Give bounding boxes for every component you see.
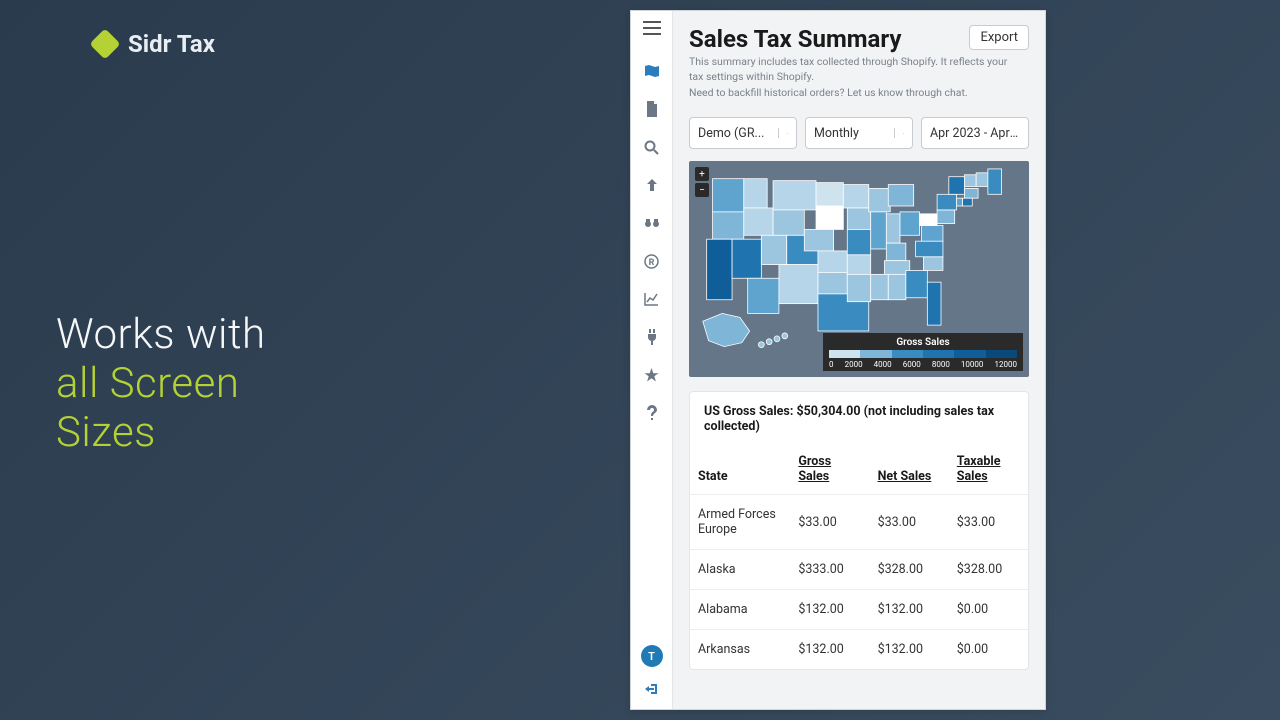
- question-icon[interactable]: [642, 403, 662, 423]
- side-rail: R T: [631, 11, 673, 709]
- page-title: Sales Tax Summary: [689, 25, 901, 53]
- app-mockup: R T Sales Tax Summary Export This summar…: [630, 10, 1046, 710]
- map-icon[interactable]: [642, 61, 662, 81]
- chart-icon[interactable]: [642, 289, 662, 309]
- binoculars-icon[interactable]: [642, 213, 662, 233]
- avatar[interactable]: T: [641, 645, 663, 667]
- table-row[interactable]: Alaska$333.00$328.00$328.00: [690, 550, 1028, 590]
- hamburger-icon[interactable]: [643, 21, 661, 35]
- col-taxable-sales[interactable]: Taxable Sales: [949, 444, 1028, 495]
- tagline-line-3: Sizes: [56, 408, 266, 457]
- table-card: US Gross Sales: $50,304.00 (not includin…: [689, 391, 1029, 670]
- plug-icon[interactable]: [642, 327, 662, 347]
- col-state: State: [690, 444, 790, 495]
- legend-title: Gross Sales: [829, 337, 1017, 348]
- sales-table: StateGross SalesNet SalesTaxable Sales A…: [690, 444, 1028, 669]
- svg-text:R: R: [649, 258, 655, 268]
- logout-icon[interactable]: [642, 679, 662, 699]
- table-row[interactable]: Armed Forces Europe$33.00$33.00$33.00: [690, 495, 1028, 550]
- us-map[interactable]: [693, 165, 1025, 360]
- subtitle-1: This summary includes tax collected thro…: [689, 55, 1009, 84]
- store-select[interactable]: Demo (GR...: [689, 117, 797, 149]
- chevron-down-icon: [778, 128, 788, 138]
- range-value: Apr 2023 - Apr 20: [930, 126, 1020, 141]
- period-value: Monthly: [814, 126, 888, 141]
- col-gross-sales[interactable]: Gross Sales: [790, 444, 869, 495]
- date-range-select[interactable]: Apr 2023 - Apr 20: [921, 117, 1029, 149]
- brand-name: Sidr Tax: [128, 30, 215, 58]
- arrow-up-icon[interactable]: [642, 175, 662, 195]
- search-icon[interactable]: [642, 137, 662, 157]
- map-legend: Gross Sales 020004000600080001000012000: [823, 333, 1023, 371]
- table-row[interactable]: Arkansas$132.00$132.00$0.00: [690, 630, 1028, 670]
- star-icon[interactable]: [642, 365, 662, 385]
- col-net-sales[interactable]: Net Sales: [870, 444, 949, 495]
- period-select[interactable]: Monthly: [805, 117, 913, 149]
- store-value: Demo (GR...: [698, 126, 772, 141]
- content-area: Sales Tax Summary Export This summary in…: [673, 11, 1045, 709]
- map-card: + − Gross Sales 020004000600080001000012…: [689, 161, 1029, 377]
- filters: Demo (GR... Monthly Apr 2023 - Apr 20: [689, 117, 1029, 149]
- chevron-down-icon: [894, 128, 904, 138]
- file-icon[interactable]: [642, 99, 662, 119]
- export-button[interactable]: Export: [969, 25, 1029, 50]
- tagline-line-2: all Screen: [56, 359, 266, 408]
- registered-icon[interactable]: R: [642, 251, 662, 271]
- subtitle-2: Need to backfill historical orders? Let …: [689, 86, 1009, 101]
- gross-sales-summary: US Gross Sales: $50,304.00 (not includin…: [690, 392, 1028, 444]
- brand: Sidr Tax: [94, 30, 215, 58]
- table-row[interactable]: Alabama$132.00$132.00$0.00: [690, 590, 1028, 630]
- tagline-line-1: Works with: [56, 310, 266, 359]
- brand-logo-icon: [89, 28, 120, 59]
- tagline: Works with all Screen Sizes: [56, 310, 266, 457]
